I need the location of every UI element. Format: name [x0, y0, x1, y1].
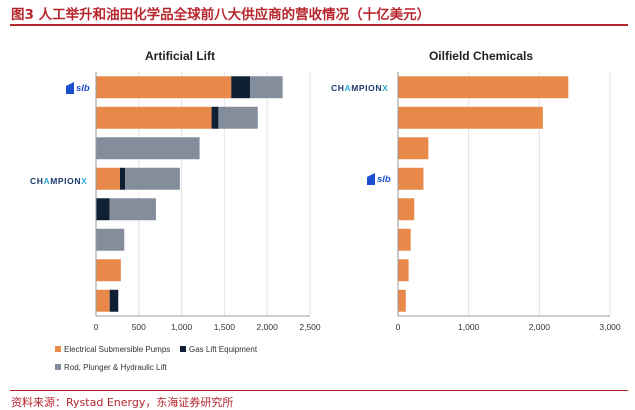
slb-logo-text: slb [76, 83, 90, 94]
x-tick-label: 2,000 [529, 322, 551, 332]
slb-mark-icon [367, 173, 375, 185]
oilfield-chemicals-chart: Oilfield Chemicals 0 1,000 2,000 3,000 [396, 49, 621, 332]
bar-electrical-submersible-pumps [96, 289, 110, 312]
legend-label-esp: Electrical Submersible Pumps [64, 345, 170, 354]
legend-swatch-esp [55, 346, 61, 352]
title-rule [10, 24, 628, 26]
legend-swatch-rod [55, 364, 61, 370]
x-tick-label: 2,500 [299, 322, 321, 332]
bar-revenue [398, 198, 415, 221]
artificial-lift-chart: Artificial Lift 0 500 1,000 1,500 2,000 2,500 [94, 49, 321, 332]
bar-rod-plunger-hydraulic-lift [250, 76, 283, 99]
bar-gas-lift-equipment [109, 289, 119, 312]
source-note: 资料来源：Rystad Energy，东海证券研究所 [11, 396, 234, 409]
oilfield-chemicals-bars [398, 76, 569, 312]
bar-revenue [398, 137, 429, 160]
championx-logo-right: CHAMPIONX [331, 83, 388, 93]
figure-title: 图3 人工举升和油田化学品全球前八大供应商的营收情况（十亿美元） [11, 7, 431, 23]
x-tick-label: 500 [132, 322, 146, 332]
x-tick-label: 1,000 [458, 322, 480, 332]
bar-electrical-submersible-pumps [96, 259, 121, 282]
bar-revenue [398, 167, 424, 190]
x-tick-label: 0 [94, 322, 99, 332]
oilfield-chemicals-tick-labels: 0 1,000 2,000 3,000 [396, 322, 621, 332]
championx-logo-left: CHAMPIONX [30, 176, 87, 186]
bar-revenue [398, 106, 543, 129]
source-rule [10, 390, 628, 391]
slb-logo-left: slb [66, 82, 90, 94]
bar-rod-plunger-hydraulic-lift [125, 167, 180, 190]
bar-revenue [398, 289, 406, 312]
oilfield-chemicals-title: Oilfield Chemicals [429, 49, 533, 63]
championx-logo-text: CHAMPIONX [331, 83, 388, 93]
bar-rod-plunger-hydraulic-lift [96, 228, 125, 251]
bar-revenue [398, 228, 411, 251]
legend-label-gas-lift: Gas Lift Equipment [189, 345, 258, 354]
x-tick-label: 2,000 [257, 322, 279, 332]
artificial-lift-bars [96, 76, 283, 312]
bar-rod-plunger-hydraulic-lift [109, 198, 156, 221]
slb-logo-text: slb [377, 174, 391, 185]
artificial-lift-title: Artificial Lift [145, 49, 215, 63]
legend: Electrical Submersible Pumps Gas Lift Eq… [55, 345, 258, 372]
bar-revenue [398, 76, 569, 99]
bar-gas-lift-equipment [231, 76, 251, 99]
x-tick-label: 1,000 [171, 322, 193, 332]
legend-label-rod: Rod, Plunger & Hydraulic Lift [64, 363, 167, 372]
bar-electrical-submersible-pumps [96, 76, 232, 99]
bar-electrical-submersible-pumps [96, 106, 212, 129]
bar-gas-lift-equipment [211, 106, 219, 129]
slb-logo-right: slb [367, 173, 391, 185]
bar-revenue [398, 259, 409, 282]
championx-logo-text: CHAMPIONX [30, 176, 87, 186]
bar-gas-lift-equipment [119, 167, 126, 190]
slb-mark-icon [66, 82, 74, 94]
x-tick-label: 0 [396, 322, 401, 332]
bar-electrical-submersible-pumps [96, 167, 120, 190]
bar-gas-lift-equipment [96, 198, 110, 221]
artificial-lift-tick-labels: 0 500 1,000 1,500 2,000 2,500 [94, 322, 321, 332]
legend-swatch-gas-lift [180, 346, 186, 352]
x-tick-label: 1,500 [214, 322, 236, 332]
x-tick-label: 3,000 [599, 322, 621, 332]
bar-rod-plunger-hydraulic-lift [218, 106, 258, 129]
bar-rod-plunger-hydraulic-lift [96, 137, 200, 160]
